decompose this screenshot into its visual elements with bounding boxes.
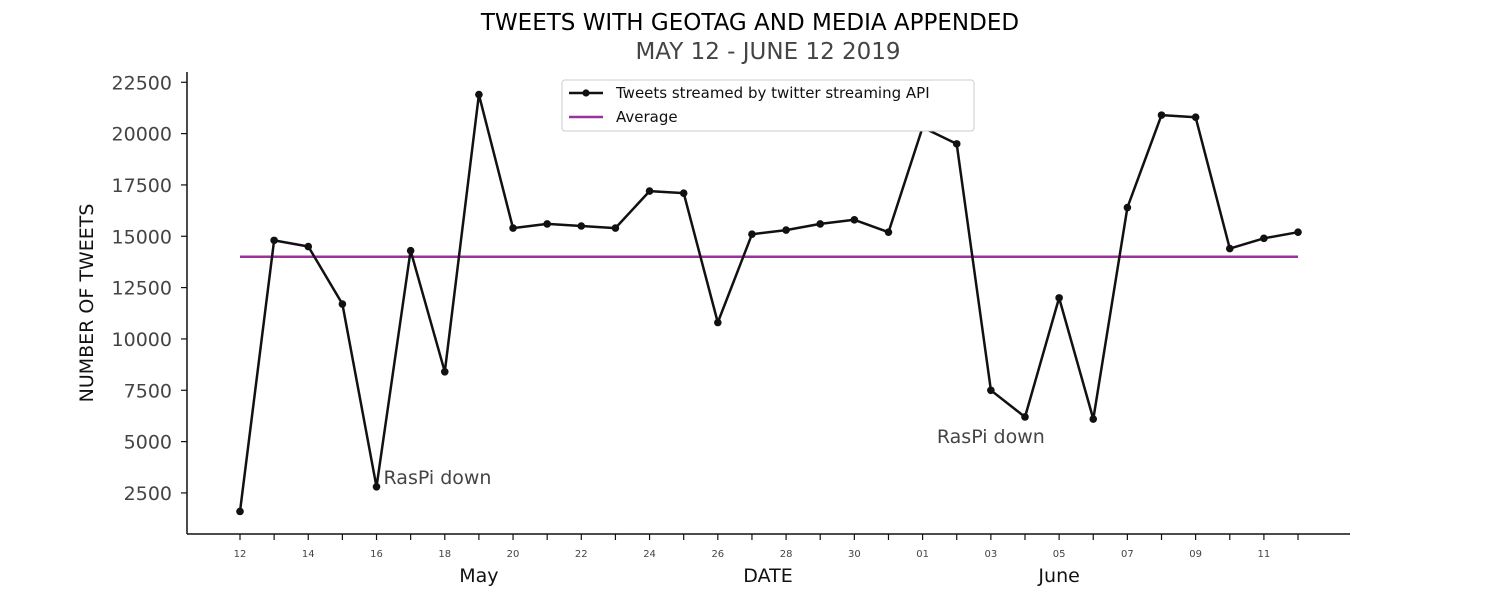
data-point [816,220,825,228]
data-point [577,222,586,230]
data-point [543,220,551,228]
x-tick-label: 01 [916,549,929,560]
y-tick-label: 20000 [112,124,172,146]
x-tick-label: 11 [1258,549,1271,560]
data-point [1089,415,1098,423]
y-axis-title: NUMBER OF TWEETS [76,204,98,403]
data-point [1055,294,1063,302]
month-label: June [1037,565,1079,587]
data-point [884,228,893,236]
legend-box [561,79,975,132]
data-point [1021,413,1029,421]
data-point [611,224,620,232]
data-point [952,140,961,148]
data-point [406,246,415,255]
data-point [748,230,756,239]
x-axis-ticks: 12 14 16 18 20 22 24 26 28 30 01 03 05 07 09 11 [234,534,1299,560]
annotation-label: RasPi down [384,467,492,489]
month-label: May [459,565,498,587]
data-point [1123,203,1132,212]
x-tick-label: 28 [780,549,793,560]
data-point [987,386,995,395]
data-point [1294,228,1302,236]
x-tick-label: 20 [507,549,520,560]
y-tick-label: 5000 [124,432,172,454]
y-tick-label: 12500 [112,278,172,300]
data-point [304,242,313,251]
y-axis-ticks: 2500 5000 7500 10000 12500 15000 17500 20000 225… [112,72,187,505]
data-point [1157,111,1166,119]
y-tick-label: 7500 [124,380,172,402]
y-tick-label: 15000 [112,226,172,248]
data-point [850,216,859,224]
x-tick-label: 22 [575,549,588,560]
x-tick-label: 03 [984,549,997,560]
data-point [270,236,278,245]
x-tick-label: 26 [711,549,724,560]
legend-label-average: Average [616,108,678,126]
x-tick-label: 12 [234,549,247,560]
data-point [440,367,449,376]
chart-title: TWEETS WITH GEOTAG AND MEDIA APPENDED [480,10,1019,36]
chart-subtitle: MAY 12 - JUNE 12 2019 [635,39,900,65]
annotations: RasPi down RasPi down [384,426,1045,489]
x-tick-label: 30 [848,549,861,560]
y-tick-label: 17500 [112,175,172,197]
data-point [645,187,654,195]
tweets-series [236,90,1302,516]
x-tick-label: 18 [438,549,451,560]
x-tick-label: 07 [1121,549,1134,560]
data-point [1260,234,1268,243]
data-point [1225,244,1234,253]
tweets-line [238,93,1299,512]
legend-marker-tweets [582,89,590,97]
x-tick-label: 09 [1189,549,1202,560]
data-point [236,507,244,516]
data-point [679,189,688,197]
x-axis-title: DATE [743,565,792,587]
data-point [509,224,517,232]
y-tick-label: 2500 [124,483,172,505]
annotation-label: RasPi down [937,426,1045,448]
data-point [1191,113,1200,121]
y-tick-label: 10000 [112,329,172,351]
data-point [372,482,381,491]
x-tick-label: 14 [302,549,315,560]
data-point [714,318,722,327]
x-tick-label: 05 [1053,549,1066,560]
x-tick-label: 24 [643,549,656,560]
y-tick-label: 22500 [112,72,172,94]
x-tick-label: 16 [370,549,383,560]
month-labels: May June [459,565,1080,587]
data-point [338,300,347,308]
data-point [475,90,483,99]
data-point [782,226,790,234]
legend: Tweets streamed by twitter streaming API… [561,79,975,132]
legend-label-tweets: Tweets streamed by twitter streaming API [615,84,930,102]
